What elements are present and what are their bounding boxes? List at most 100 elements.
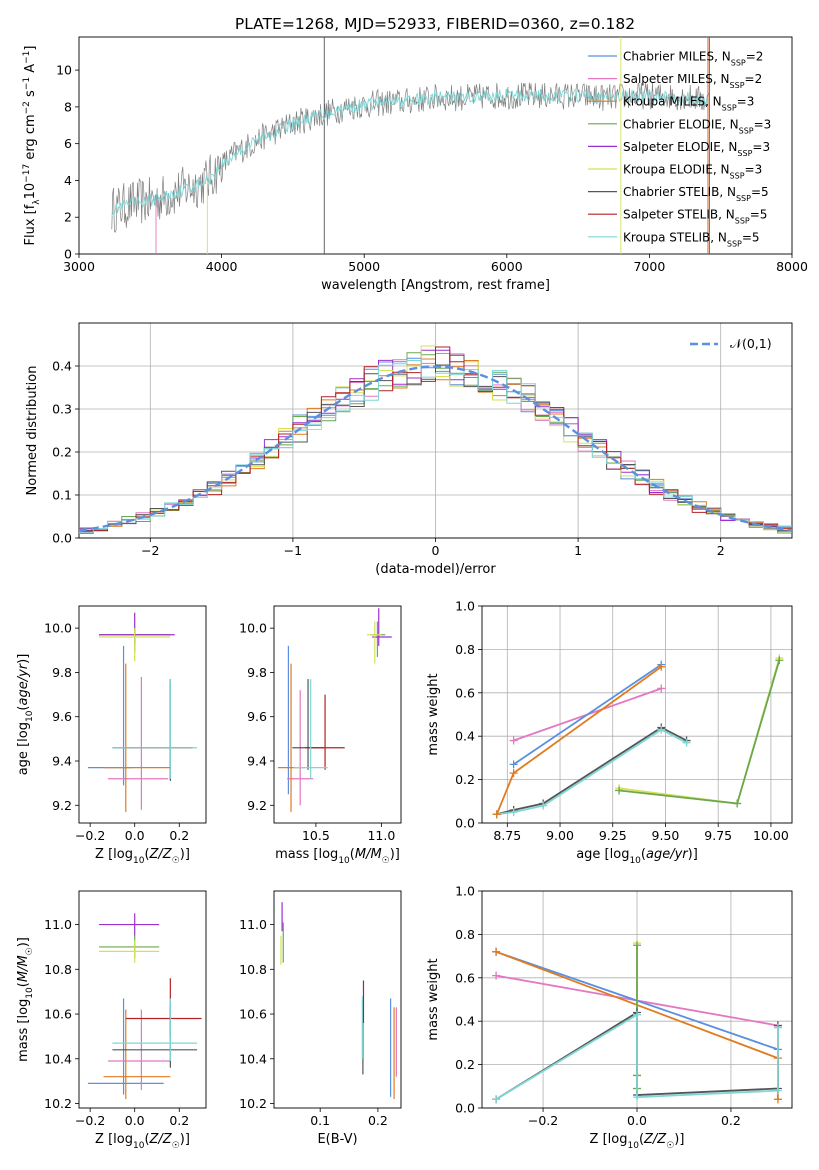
x-tick-label: 3000 (63, 259, 95, 274)
x-axis-label: mass [log10(M/M☉)] (275, 847, 400, 866)
axes-frame (481, 605, 793, 824)
series-marker (509, 808, 518, 817)
errorbar-chabrier-stelib (112, 1005, 198, 1068)
legend-label: Salpeter MILES, NSSP=2 (623, 72, 762, 90)
x-tick-label: 1 (574, 543, 582, 558)
y-tick-label: 0.3 (52, 402, 72, 417)
series-line (513, 663, 662, 766)
x-tick-label: 0.2 (169, 828, 189, 843)
series-chabrier-miles (509, 660, 666, 769)
y-tick-label: 11.0 (239, 917, 267, 932)
y-tick-label: 2 (64, 210, 72, 225)
errorbar-salpeter-elodie (372, 608, 392, 646)
errorbar-salpeter-elodie (99, 913, 160, 936)
legend-label: Kroupa ELODIE, NSSP=3 (623, 163, 762, 181)
x-axis-label: Z [log10(Z/Z☉)] (590, 1132, 685, 1151)
y-tick-label: 0.1 (52, 488, 72, 503)
series-marker (492, 810, 501, 819)
y-tick-label: 9.2 (247, 798, 267, 813)
y-tick-label: 10.2 (239, 1096, 267, 1111)
x-axis-label: age [log10(age/yr)] (576, 847, 698, 866)
x-tick-label: −1 (284, 543, 302, 558)
y-tick-label: 11.0 (44, 917, 72, 932)
series-kroupa-miles (492, 662, 666, 819)
spectrum-lines (111, 37, 710, 254)
legend-label: Chabrier ELODIE, NSSP=3 (623, 117, 771, 135)
y-tick-label: 10.2 (44, 1096, 72, 1111)
series-line (619, 660, 781, 805)
y-tick-label: 0.0 (52, 531, 72, 546)
histogram-kroupa-stelib (79, 360, 792, 533)
residuals-panel: −2 −1 0 1 2 0.0 0.1 0.2 0.3 0.4 (data-model)/error… (25, 322, 793, 577)
y-axis-label: mass weight (426, 958, 441, 1040)
axes-frame (481, 890, 793, 1109)
y-tick-label: 0.8 (455, 642, 475, 657)
errorbar-salpeter-elodie (99, 612, 175, 644)
x-tick-label: 0.1 (310, 1113, 330, 1128)
series-marker (492, 971, 501, 980)
series-marker (775, 656, 784, 665)
y-tick-label: 9.2 (52, 798, 72, 813)
y-tick-label: 0.4 (52, 359, 72, 374)
figure-title: PLATE=1268, MJD=52933, FIBERID=0360, z=0… (235, 15, 635, 33)
weight-vs-Z-panel: −0.2 0.0 0.2 0.0 0.2 0.4 0.6 0.8 1.0 Z [log10(Z/Z… (426, 884, 793, 1151)
series-marker (509, 769, 518, 778)
x-tick-label: 11.0 (367, 828, 395, 843)
y-tick-label: 0.6 (455, 685, 475, 700)
mass-vs-Z-panel: −0.2 0.0 0.2 10.2 10.4 10.6 10.8 11.0 Z [log10(Z… (16, 890, 207, 1151)
axes-frame (273, 890, 402, 1109)
series-marker (509, 736, 518, 745)
y-tick-label: 10.8 (239, 962, 267, 977)
spectrum-observed (111, 82, 710, 233)
x-tick-label: 0.0 (627, 1113, 647, 1128)
errorbar-kroupa-stelib (293, 679, 328, 779)
x-tick-label: 0 (432, 543, 440, 558)
x-axis-label: Z [log10(Z/Z☉)] (95, 1132, 190, 1151)
series-marker (492, 947, 501, 956)
axes-frame (78, 605, 207, 824)
x-axis-label: (data-model)/error (375, 562, 496, 577)
y-axis-label: Flux [fλ10−17 erg cm−2 s−1 A−1] (22, 46, 42, 246)
y-tick-label: 10.6 (44, 1007, 72, 1022)
y-tick-label: 9.6 (52, 709, 72, 724)
errorbar-chabrier-elodie (99, 935, 160, 959)
y-tick-label: 10.4 (239, 1051, 267, 1066)
errorbar-kroupa-stelib (112, 998, 198, 1062)
axes-frame (273, 605, 402, 824)
series-marker (633, 1010, 641, 1019)
x-tick-label: −0.2 (528, 1113, 558, 1128)
x-tick-label: 9.50 (652, 828, 680, 843)
x-tick-label: 7000 (633, 259, 665, 274)
legend-label: Kroupa STELIB, NSSP=5 (623, 230, 760, 248)
series-marker (492, 1095, 501, 1104)
errorbar-salpeter-stelib (125, 978, 202, 1037)
errorbar-kroupa-stelib (112, 679, 198, 779)
x-tick-label: 10.5 (302, 828, 330, 843)
errorbar-chabrier-elodie (370, 621, 386, 657)
y-tick-label: 9.4 (52, 754, 72, 769)
x-tick-label: 6000 (491, 259, 523, 274)
y-tick-label: 0.2 (52, 445, 72, 460)
spectrum-legend: Chabrier MILES, NSSP=2 Salpeter MILES, NS… (588, 50, 771, 248)
series-marker (633, 1093, 641, 1102)
x-tick-label: 4000 (206, 259, 238, 274)
y-tick-label: 0.0 (455, 1101, 475, 1116)
axes-frame (78, 36, 793, 255)
series-marker (509, 760, 518, 769)
errorbar-kroupa-elodie (366, 621, 382, 664)
y-tick-label: 10.8 (44, 962, 72, 977)
x-tick-label: −2 (141, 543, 159, 558)
y-tick-label: 0.8 (455, 927, 475, 942)
y-tick-label: 4 (64, 173, 72, 188)
y-axis-label: mass [log10(M/M☉)] (16, 937, 35, 1062)
errorbar-chabrier-stelib (292, 679, 324, 770)
errorbar-salpeter-stelib (125, 679, 193, 779)
x-axis-label: Z [log10(Z/Z☉)] (95, 847, 190, 866)
x-tick-label: 0.2 (169, 1113, 189, 1128)
y-tick-label: 10 (56, 63, 72, 78)
series-line (496, 726, 688, 816)
y-axis-label: age [log10(age/yr)] (16, 654, 35, 776)
weight-vs-age-panel: 8.75 9.00 9.25 9.50 9.75 10.00 0.0 0.2 0.4 0.6 0.8… (426, 599, 793, 866)
y-tick-label: 6 (64, 136, 72, 151)
y-tick-label: 9.4 (247, 754, 267, 769)
